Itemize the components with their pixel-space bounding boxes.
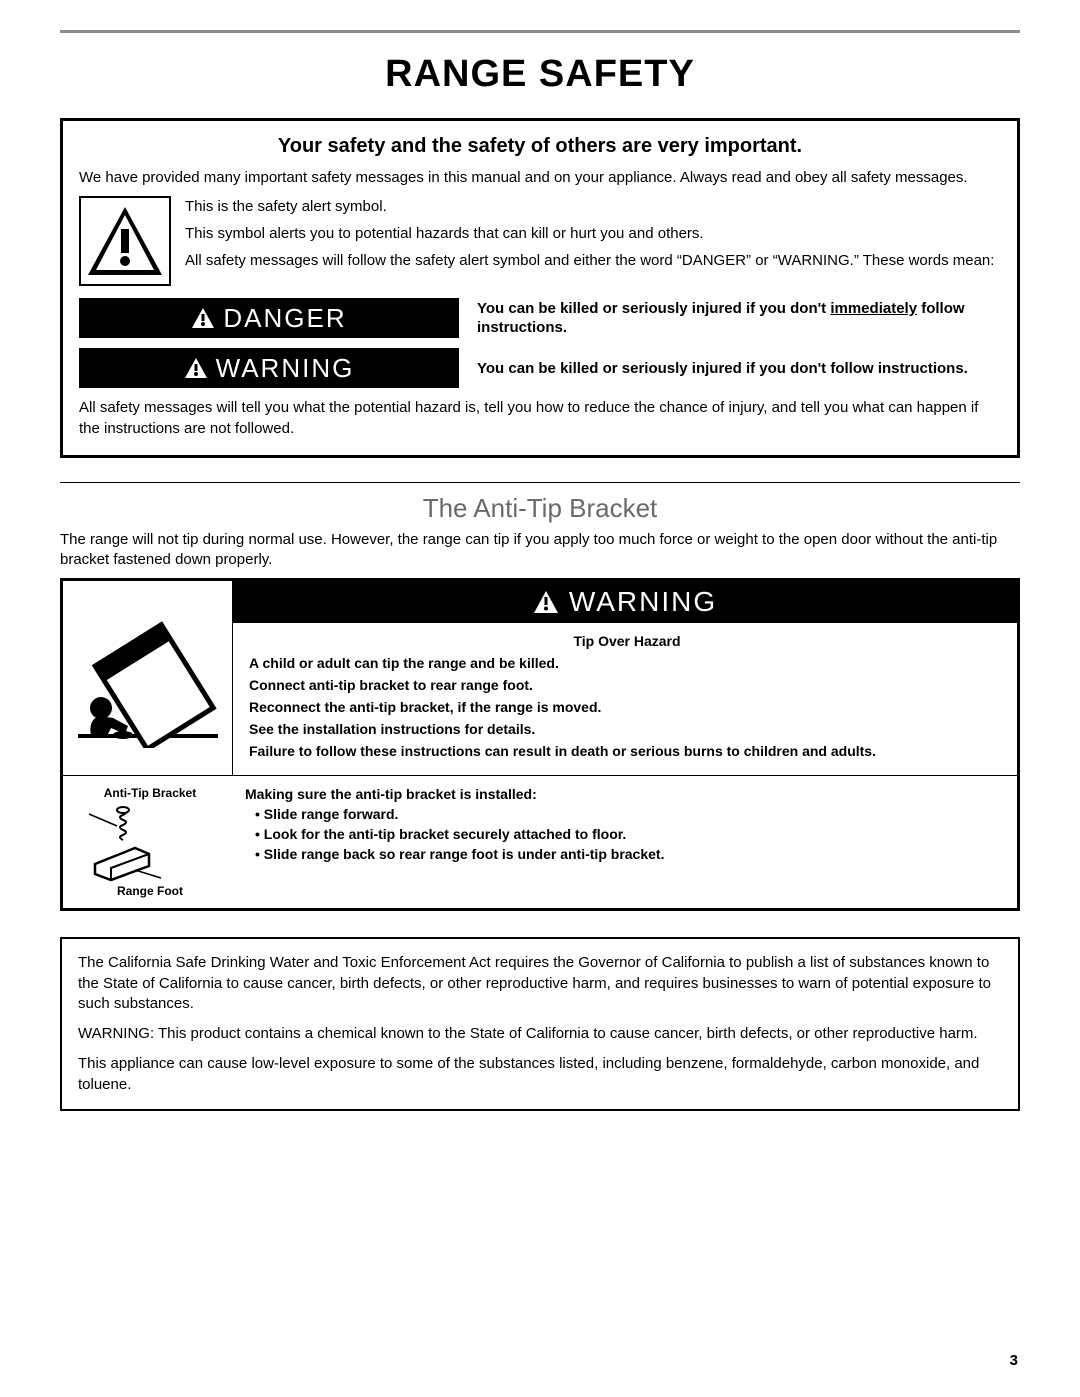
top-rule <box>60 30 1020 33</box>
california-p3: This appliance can cause low-level expos… <box>78 1054 1002 1095</box>
page-number: 3 <box>1010 1352 1018 1369</box>
alert-line3: All safety messages will follow the safe… <box>185 250 994 271</box>
alert-symbol-row: This is the safety alert symbol. This sy… <box>79 196 1001 286</box>
install-row: Anti-Tip Bracket Range Foot Making sure … <box>63 775 1017 908</box>
warning-label-text: WARNING <box>216 353 355 384</box>
tip-line: Reconnect the anti-tip bracket, if the r… <box>249 699 1005 715</box>
danger-row: DANGER You can be killed or seriously in… <box>79 298 1001 338</box>
safety-footer: All safety messages will tell you what t… <box>79 398 1001 439</box>
danger-label: DANGER <box>79 298 459 338</box>
warning-band: WARNING <box>233 581 1017 623</box>
tip-over-icon <box>63 581 233 775</box>
bracket-label-bottom: Range Foot <box>75 884 225 898</box>
install-heading: Making sure the anti-tip bracket is inst… <box>245 786 1005 802</box>
warning-row: WARNING You can be killed or seriously i… <box>79 348 1001 388</box>
warning-band-text: WARNING <box>569 586 717 618</box>
danger-desc-pre: You can be killed or seriously injured i… <box>477 300 830 317</box>
alert-triangle-icon <box>79 196 171 286</box>
antitip-intro: The range will not tip during normal use… <box>60 530 1020 571</box>
tip-line: Connect anti-tip bracket to rear range f… <box>249 677 1005 693</box>
install-step: Slide range back so rear range foot is u… <box>255 846 1005 862</box>
danger-desc-underline: immediately <box>830 300 917 317</box>
alert-line1: This is the safety alert symbol. <box>185 196 994 217</box>
antitip-title: The Anti-Tip Bracket <box>60 493 1020 524</box>
tip-hazard-title: Tip Over Hazard <box>249 633 1005 649</box>
alert-icon <box>191 307 215 329</box>
alert-line2: This symbol alerts you to potential haza… <box>185 223 994 244</box>
install-step: Look for the anti-tip bracket securely a… <box>255 826 1005 842</box>
alert-icon <box>533 590 559 614</box>
warning-desc: You can be killed or seriously injured i… <box>477 359 1001 379</box>
california-p2: WARNING: This product contains a chemica… <box>78 1024 1002 1044</box>
warning-label: WARNING <box>79 348 459 388</box>
california-box: The California Safe Drinking Water and T… <box>60 937 1020 1111</box>
page-title: RANGE SAFETY <box>60 53 1020 96</box>
safety-intro: We have provided many important safety m… <box>79 168 1001 188</box>
safety-heading: Your safety and the safety of others are… <box>79 135 1001 158</box>
bracket-label-top: Anti-Tip Bracket <box>75 786 225 800</box>
danger-desc: You can be killed or seriously injured i… <box>477 299 1001 338</box>
tip-line: See the installation instructions for de… <box>249 721 1005 737</box>
california-p1: The California Safe Drinking Water and T… <box>78 953 1002 1014</box>
safety-box: Your safety and the safety of others are… <box>60 118 1020 458</box>
danger-label-text: DANGER <box>223 303 346 334</box>
section-rule <box>60 482 1020 483</box>
alert-text-column: This is the safety alert symbol. This sy… <box>185 196 994 286</box>
tip-line: Failure to follow these instructions can… <box>249 743 1005 759</box>
tip-line: A child or adult can tip the range and b… <box>249 655 1005 671</box>
bracket-diagram-icon <box>75 804 185 884</box>
alert-icon <box>184 357 208 379</box>
install-step: Slide range forward. <box>255 806 1005 822</box>
antitip-warning-box: WARNING Tip Over Hazard A child or adult… <box>60 578 1020 911</box>
